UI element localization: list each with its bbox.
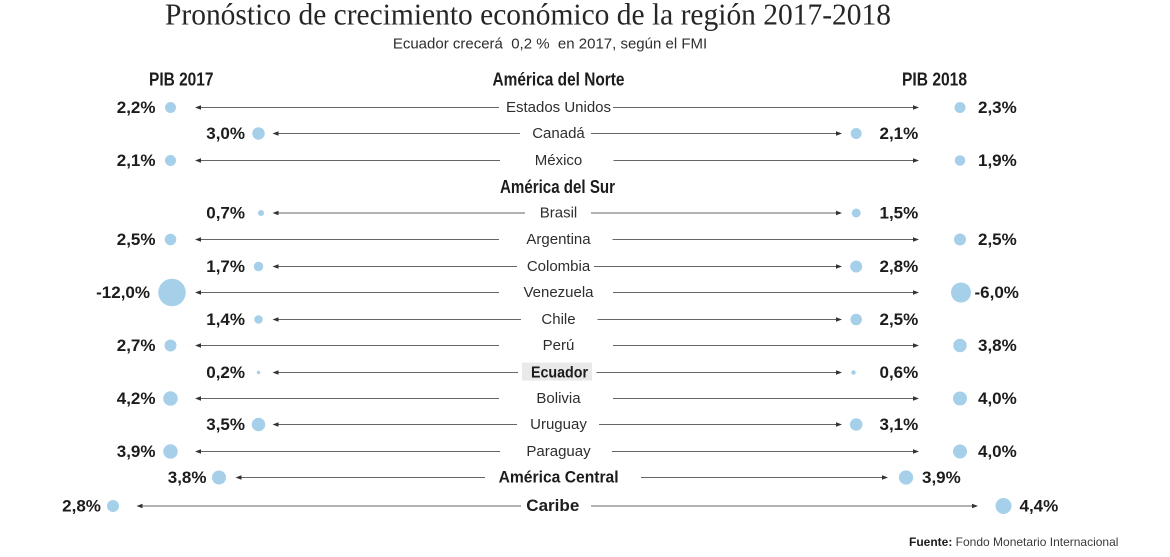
svg-text:Uruguay: Uruguay bbox=[530, 416, 587, 433]
svg-text:Estados Unidos: Estados Unidos bbox=[506, 99, 611, 116]
svg-text:-12,0%: -12,0% bbox=[96, 283, 150, 302]
svg-text:3,9%: 3,9% bbox=[922, 468, 961, 487]
svg-text:0,6%: 0,6% bbox=[880, 363, 919, 382]
svg-text:2,5%: 2,5% bbox=[978, 230, 1017, 249]
svg-text:Ecuador crecerá 0,2 % en 201: Ecuador crecerá 0,2 % en 2017, según el … bbox=[393, 36, 707, 53]
svg-text:Venezuela: Venezuela bbox=[523, 284, 594, 301]
svg-text:PIB 2017: PIB 2017 bbox=[149, 70, 214, 90]
svg-text:3,5%: 3,5% bbox=[206, 415, 245, 434]
svg-text:PIB 2018: PIB 2018 bbox=[902, 70, 967, 90]
svg-text:Ecuador: Ecuador bbox=[531, 365, 588, 382]
svg-text:Chile: Chile bbox=[541, 311, 575, 328]
svg-text:3,9%: 3,9% bbox=[117, 442, 156, 461]
svg-text:Brasil: Brasil bbox=[540, 205, 578, 222]
svg-text:Colombia: Colombia bbox=[527, 258, 591, 275]
svg-text:4,2%: 4,2% bbox=[117, 389, 156, 408]
svg-text:2,8%: 2,8% bbox=[62, 497, 101, 516]
svg-text:Pronóstico de crecimiento econ: Pronóstico de crecimiento económico de l… bbox=[165, 0, 891, 32]
svg-text:2,1%: 2,1% bbox=[117, 151, 156, 170]
svg-text:2,7%: 2,7% bbox=[117, 336, 156, 355]
svg-text:América Central: América Central bbox=[499, 468, 619, 487]
svg-text:1,7%: 1,7% bbox=[206, 257, 245, 276]
svg-text:4,4%: 4,4% bbox=[1020, 497, 1059, 516]
svg-text:3,8%: 3,8% bbox=[168, 468, 207, 487]
svg-text:Perú: Perú bbox=[543, 337, 575, 354]
svg-text:0,7%: 0,7% bbox=[206, 204, 245, 223]
svg-text:4,0%: 4,0% bbox=[978, 442, 1017, 461]
svg-text:2,1%: 2,1% bbox=[880, 124, 919, 143]
svg-text:Fuente: Fondo Monetario Intern: Fuente: Fondo Monetario Internacional bbox=[909, 535, 1118, 549]
svg-text:1,9%: 1,9% bbox=[978, 151, 1017, 170]
svg-text:2,8%: 2,8% bbox=[880, 257, 919, 276]
svg-text:3,8%: 3,8% bbox=[978, 336, 1017, 355]
svg-text:0,2%: 0,2% bbox=[206, 363, 245, 382]
svg-text:Caribe: Caribe bbox=[526, 496, 579, 515]
svg-text:2,2%: 2,2% bbox=[117, 98, 156, 117]
svg-text:Bolivia: Bolivia bbox=[536, 390, 581, 407]
svg-text:4,0%: 4,0% bbox=[978, 389, 1017, 408]
svg-text:2,5%: 2,5% bbox=[880, 310, 919, 329]
svg-text:2,3%: 2,3% bbox=[978, 98, 1017, 117]
svg-text:Paraguay: Paraguay bbox=[526, 443, 591, 460]
svg-text:1,5%: 1,5% bbox=[880, 204, 919, 223]
svg-text:América del Sur: América del Sur bbox=[500, 177, 615, 197]
svg-text:3,0%: 3,0% bbox=[206, 124, 245, 143]
svg-text:3,1%: 3,1% bbox=[880, 415, 919, 434]
svg-text:México: México bbox=[535, 152, 583, 169]
svg-text:Canadá: Canadá bbox=[532, 125, 585, 142]
svg-text:-6,0%: -6,0% bbox=[975, 283, 1019, 302]
svg-text:Argentina: Argentina bbox=[526, 231, 591, 248]
svg-text:1,4%: 1,4% bbox=[206, 310, 245, 329]
svg-text:América del Norte: América del Norte bbox=[493, 70, 625, 90]
svg-text:2,5%: 2,5% bbox=[117, 230, 156, 249]
